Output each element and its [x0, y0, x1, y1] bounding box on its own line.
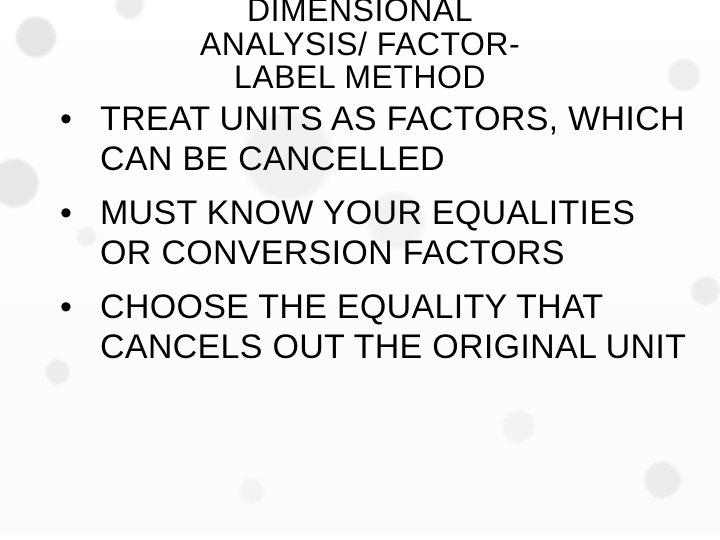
bullet-item: CHOOSE THE EQUALITY THAT CANCELS OUT THE… — [60, 287, 690, 367]
title-line-2: ANALYSIS/ FACTOR- — [0, 28, 720, 62]
slide-content: DIMENSIONAL ANALYSIS/ FACTOR- LABEL METH… — [0, 0, 720, 534]
bullet-list: TREAT UNITS AS FACTORS, WHICH CAN BE CAN… — [0, 95, 720, 368]
title-line-3: LABEL METHOD — [0, 61, 720, 95]
slide-title: DIMENSIONAL ANALYSIS/ FACTOR- LABEL METH… — [0, 0, 720, 95]
bullet-item: TREAT UNITS AS FACTORS, WHICH CAN BE CAN… — [60, 99, 690, 179]
bullet-item: MUST KNOW YOUR EQUALITIES OR CONVERSION … — [60, 193, 690, 273]
title-line-1: DIMENSIONAL — [0, 0, 720, 28]
